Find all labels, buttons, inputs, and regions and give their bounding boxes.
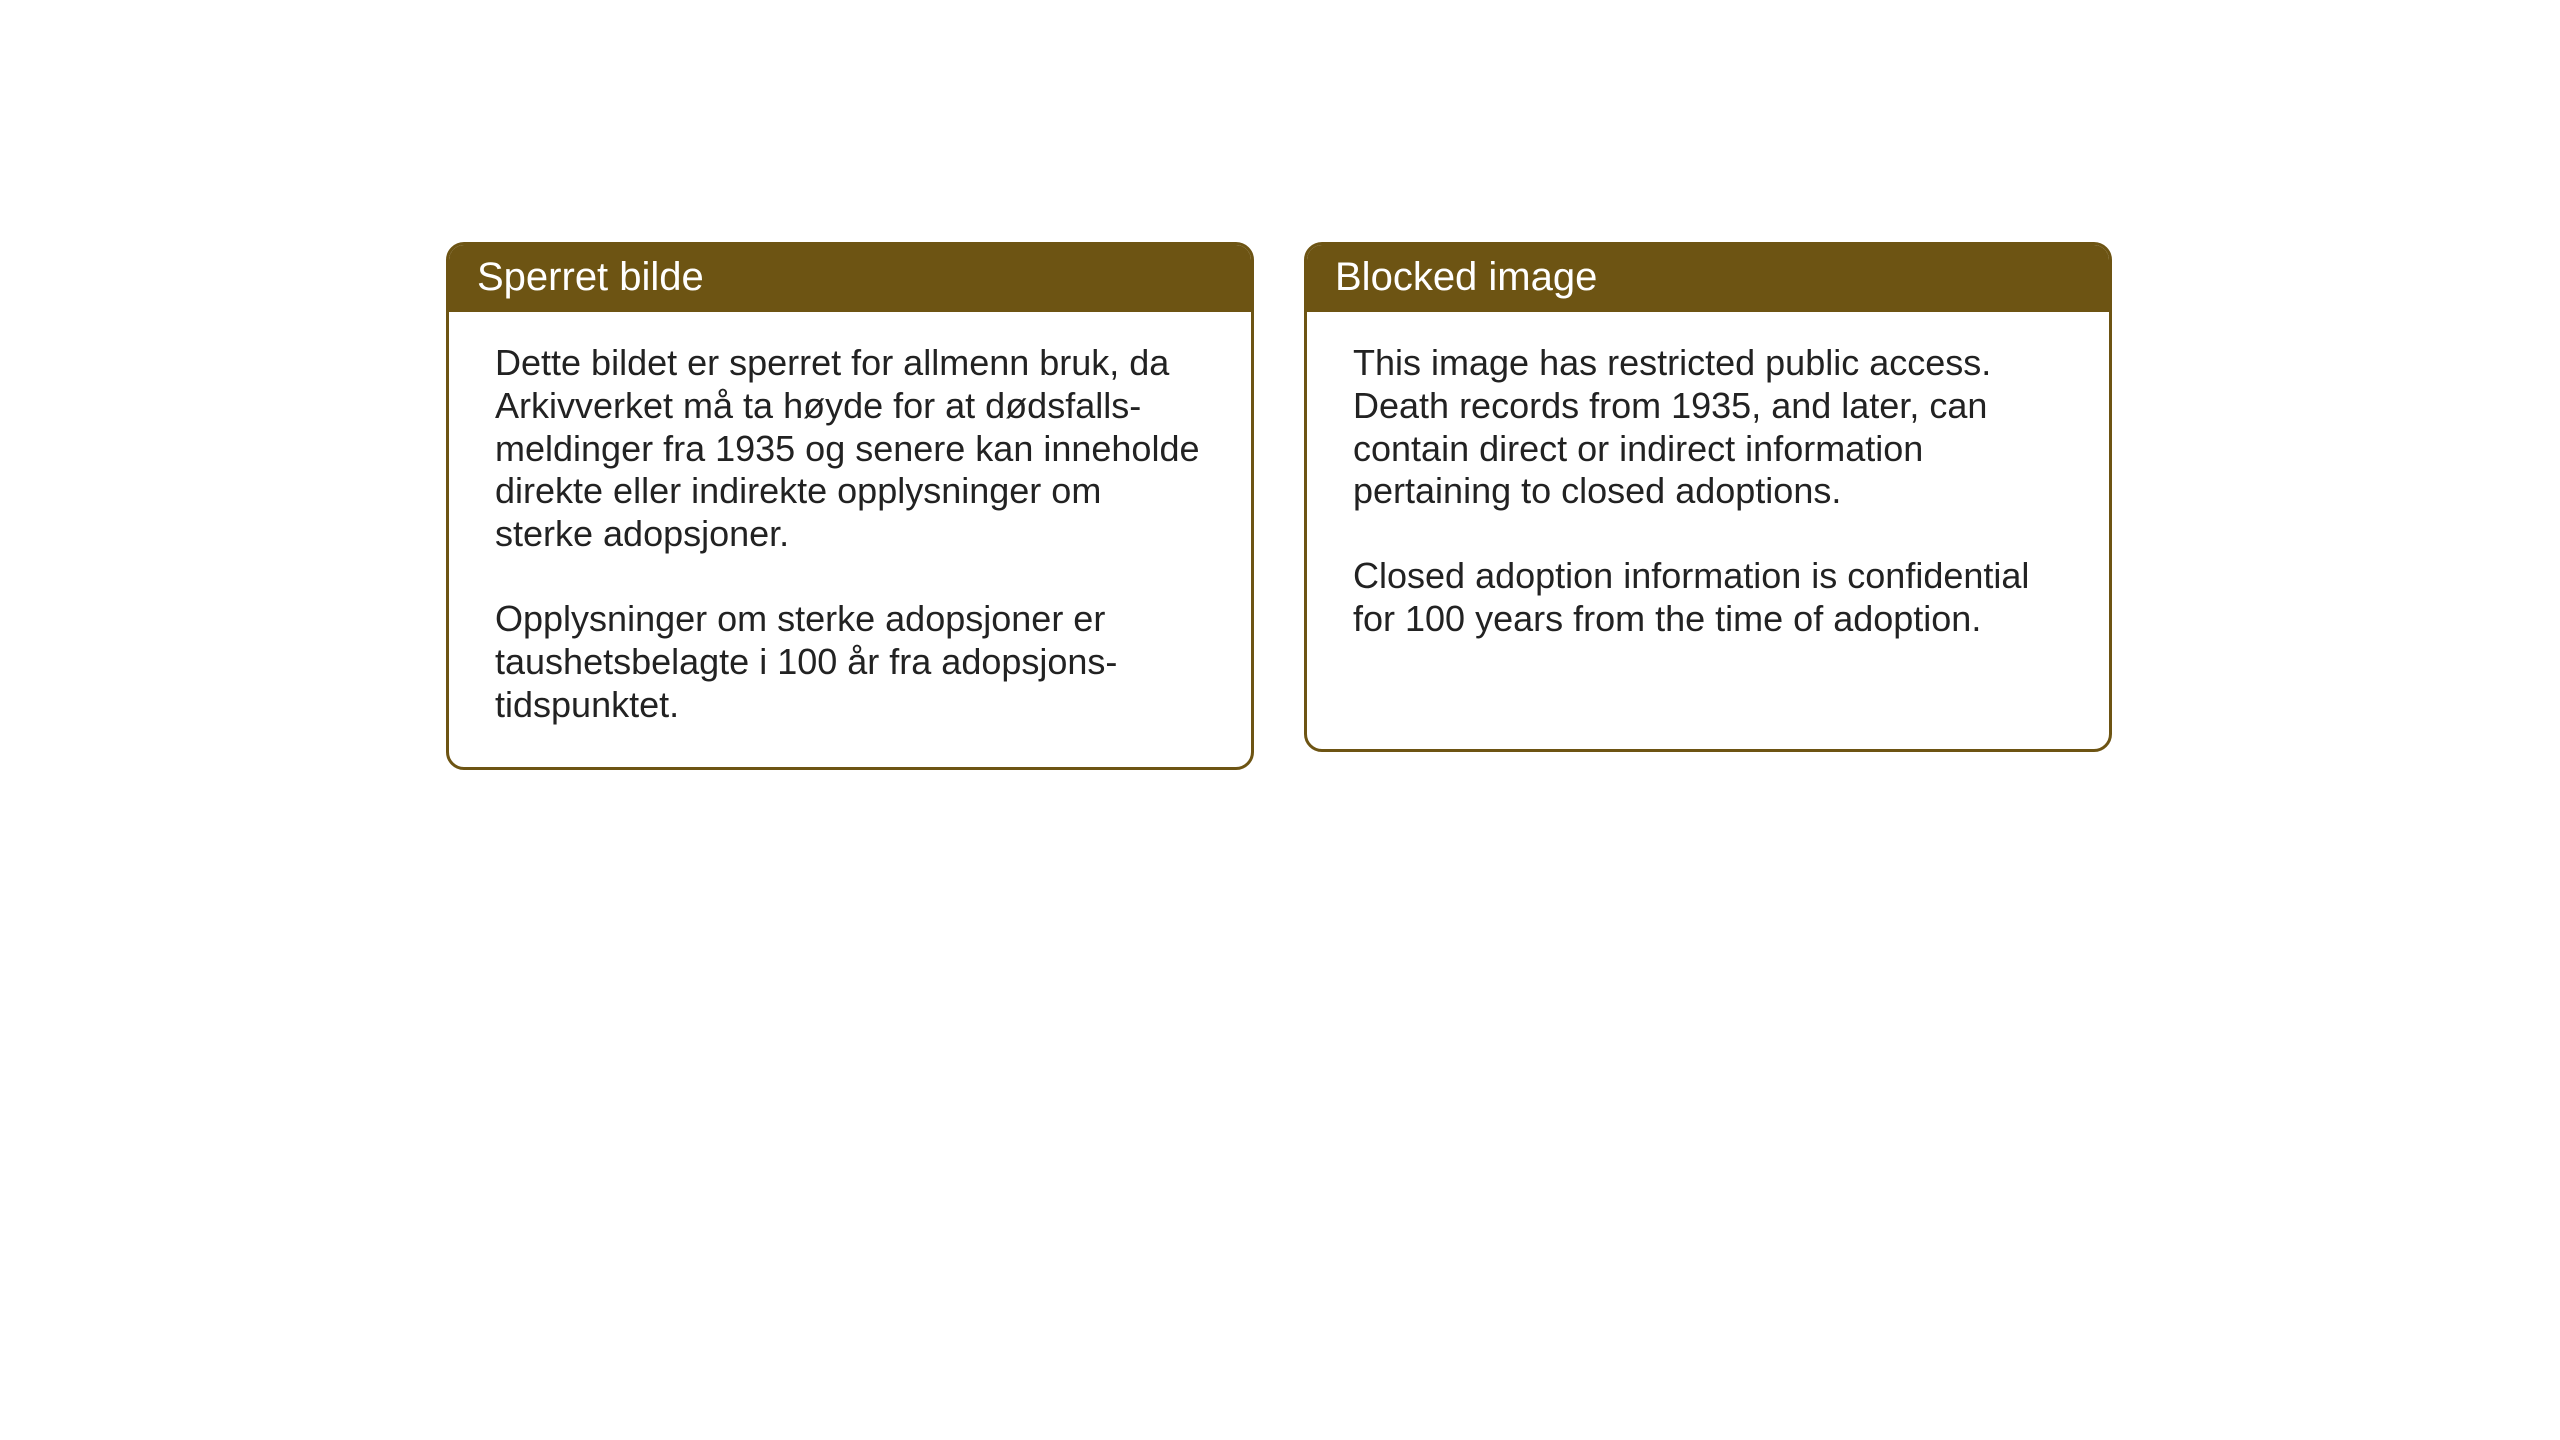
english-card-title: Blocked image	[1335, 255, 1597, 299]
english-paragraph-1: This image has restricted public access.…	[1353, 342, 2063, 513]
english-card-header: Blocked image	[1307, 245, 2109, 312]
norwegian-paragraph-2: Opplysninger om sterke adopsjoner er tau…	[495, 598, 1205, 726]
norwegian-notice-card: Sperret bilde Dette bildet er sperret fo…	[446, 242, 1254, 770]
english-card-body: This image has restricted public access.…	[1307, 312, 2109, 681]
norwegian-paragraph-1: Dette bildet er sperret for allmenn bruk…	[495, 342, 1205, 556]
norwegian-card-body: Dette bildet er sperret for allmenn bruk…	[449, 312, 1251, 767]
norwegian-card-title: Sperret bilde	[477, 255, 704, 299]
english-notice-card: Blocked image This image has restricted …	[1304, 242, 2112, 752]
norwegian-card-header: Sperret bilde	[449, 245, 1251, 312]
notice-container: Sperret bilde Dette bildet er sperret fo…	[446, 242, 2112, 770]
english-paragraph-2: Closed adoption information is confident…	[1353, 555, 2063, 641]
